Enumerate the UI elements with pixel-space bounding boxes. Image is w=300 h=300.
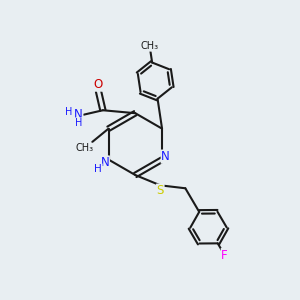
Text: O: O [94, 78, 103, 91]
Text: CH₃: CH₃ [141, 41, 159, 51]
Text: H: H [65, 107, 73, 117]
Text: H: H [94, 164, 102, 174]
Text: S: S [157, 184, 164, 197]
Text: N: N [161, 150, 170, 163]
Text: N: N [74, 108, 83, 121]
Text: N: N [100, 156, 109, 169]
Text: H: H [75, 118, 82, 128]
Text: CH₃: CH₃ [75, 143, 93, 153]
Text: F: F [221, 248, 228, 262]
